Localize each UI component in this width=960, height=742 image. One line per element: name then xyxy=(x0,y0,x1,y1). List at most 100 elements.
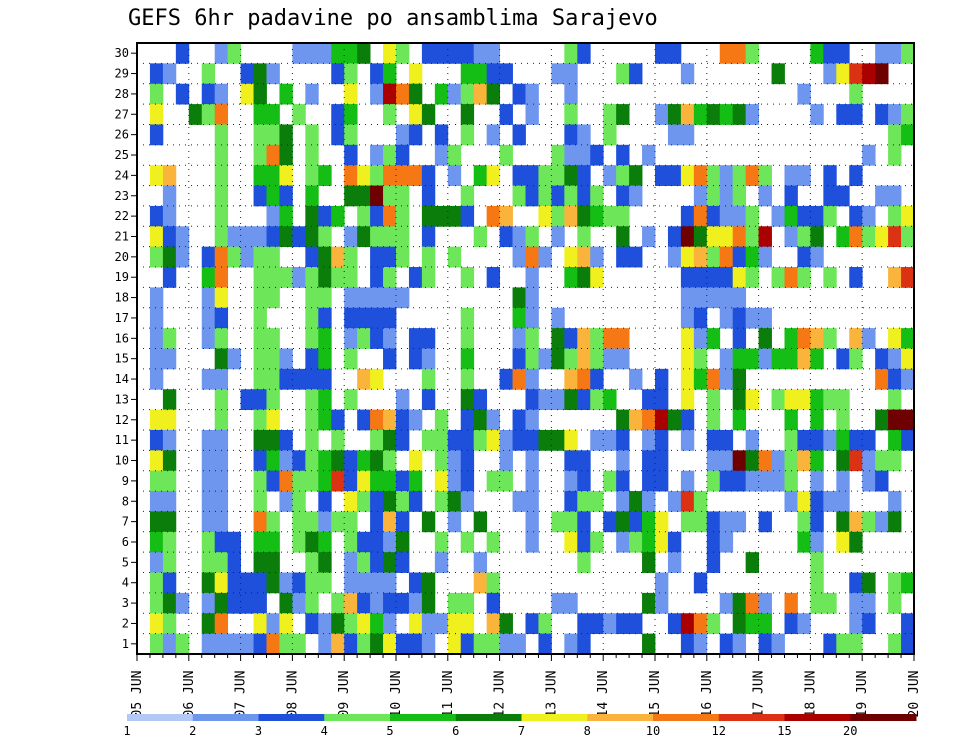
heatmap-cell xyxy=(693,246,708,268)
y-axis: 1234567891011121314151617181920212223242… xyxy=(115,46,137,651)
heatmap-cell xyxy=(396,205,410,227)
heatmap-cell xyxy=(331,613,345,635)
heatmap-cell xyxy=(732,348,747,370)
heatmap-cell xyxy=(693,633,708,655)
heatmap-cell xyxy=(253,144,267,166)
heatmap-cell xyxy=(149,328,164,349)
heatmap-cell xyxy=(149,226,164,248)
heatmap-cell xyxy=(473,429,488,451)
colorbar-swatch xyxy=(258,714,325,721)
heatmap-cell xyxy=(201,287,216,309)
heatmap-cell xyxy=(512,368,526,390)
colorbar-swatch xyxy=(850,714,917,721)
heatmap-cell xyxy=(732,185,747,207)
heatmap-cell xyxy=(603,124,617,146)
heatmap-cell xyxy=(564,165,578,186)
heatmap-cell xyxy=(745,104,759,125)
heatmap-cell xyxy=(344,124,358,146)
heatmap-cell xyxy=(331,511,345,533)
heatmap-cell xyxy=(823,491,837,512)
heatmap-cell xyxy=(253,328,267,349)
y-tick-label: 1 xyxy=(122,637,129,651)
heatmap-cell xyxy=(862,572,876,594)
heatmap-cell xyxy=(849,613,863,635)
y-tick-label: 9 xyxy=(122,474,129,488)
heatmap-cell xyxy=(357,572,371,594)
heatmap-cell xyxy=(396,511,410,533)
heatmap-cell xyxy=(603,429,617,451)
heatmap-cell xyxy=(577,185,591,207)
heatmap-cell xyxy=(421,43,436,64)
heatmap-cell xyxy=(836,429,850,451)
heatmap-cell xyxy=(797,389,811,410)
heatmap-cell xyxy=(512,287,526,309)
heatmap-cell xyxy=(253,409,267,431)
heatmap-cell xyxy=(810,450,824,472)
heatmap-cell xyxy=(253,592,267,614)
heatmap-cell xyxy=(370,592,384,614)
heatmap-cell xyxy=(357,328,371,349)
heatmap-cell xyxy=(447,246,462,268)
heatmap-cell xyxy=(901,328,915,349)
heatmap-cell xyxy=(784,328,798,349)
heatmap-cell xyxy=(719,470,734,492)
heatmap-cell xyxy=(266,165,280,186)
heatmap-cell xyxy=(370,511,384,533)
heatmap-cell xyxy=(616,226,630,248)
x-tick-label: 19 JUN xyxy=(855,671,870,718)
heatmap-cell xyxy=(706,470,721,492)
heatmap-cell xyxy=(706,287,721,309)
heatmap-cell xyxy=(370,450,384,472)
heatmap-cell xyxy=(680,511,695,533)
heatmap-cells xyxy=(149,43,915,655)
heatmap-cell xyxy=(706,450,721,472)
heatmap-cell xyxy=(331,409,345,431)
heatmap-cell xyxy=(149,552,164,573)
heatmap-cell xyxy=(901,43,915,64)
heatmap-cell xyxy=(564,104,578,125)
heatmap-cell xyxy=(564,470,578,492)
colorbar-label: 10 xyxy=(646,724,660,738)
heatmap-cell xyxy=(642,633,656,655)
heatmap-cell xyxy=(784,409,798,431)
heatmap-cell xyxy=(266,531,280,553)
heatmap-cell xyxy=(629,185,643,207)
heatmap-cell xyxy=(421,267,436,288)
heatmap-cell xyxy=(253,246,267,268)
y-tick-label: 11 xyxy=(115,433,129,447)
y-tick-label: 26 xyxy=(115,128,129,142)
colorbar-label: 7 xyxy=(518,724,525,738)
heatmap-cell xyxy=(383,43,397,64)
heatmap-cell xyxy=(357,409,371,431)
heatmap-cell xyxy=(214,205,229,227)
heatmap-cell xyxy=(836,185,850,207)
y-tick-label: 12 xyxy=(115,413,129,427)
heatmap-cell xyxy=(253,226,267,248)
heatmap-cell xyxy=(590,368,604,390)
heatmap-cell xyxy=(201,368,216,390)
heatmap-cell xyxy=(421,572,436,594)
heatmap-cell xyxy=(577,613,591,635)
heatmap-cell xyxy=(862,511,876,533)
heatmap-cell xyxy=(357,205,371,227)
heatmap-cell xyxy=(590,185,604,207)
heatmap-cell xyxy=(577,450,591,472)
heatmap-cell xyxy=(784,165,798,186)
heatmap-cell xyxy=(434,83,449,105)
heatmap-cell xyxy=(149,409,164,431)
heatmap-cell xyxy=(823,43,837,64)
heatmap-cell xyxy=(253,104,267,125)
heatmap-cell xyxy=(240,83,254,105)
heatmap-cell xyxy=(175,633,190,655)
heatmap-cell xyxy=(538,165,552,186)
heatmap-cell xyxy=(421,205,436,227)
heatmap-cell xyxy=(693,328,708,349)
heatmap-cell xyxy=(344,328,358,349)
heatmap-cell xyxy=(706,552,721,573)
heatmap-cell xyxy=(227,246,241,268)
heatmap-cell xyxy=(201,531,216,553)
heatmap-cell xyxy=(693,613,708,635)
heatmap-cell xyxy=(344,246,358,268)
heatmap-cell xyxy=(797,246,811,268)
heatmap-cell xyxy=(771,63,785,85)
